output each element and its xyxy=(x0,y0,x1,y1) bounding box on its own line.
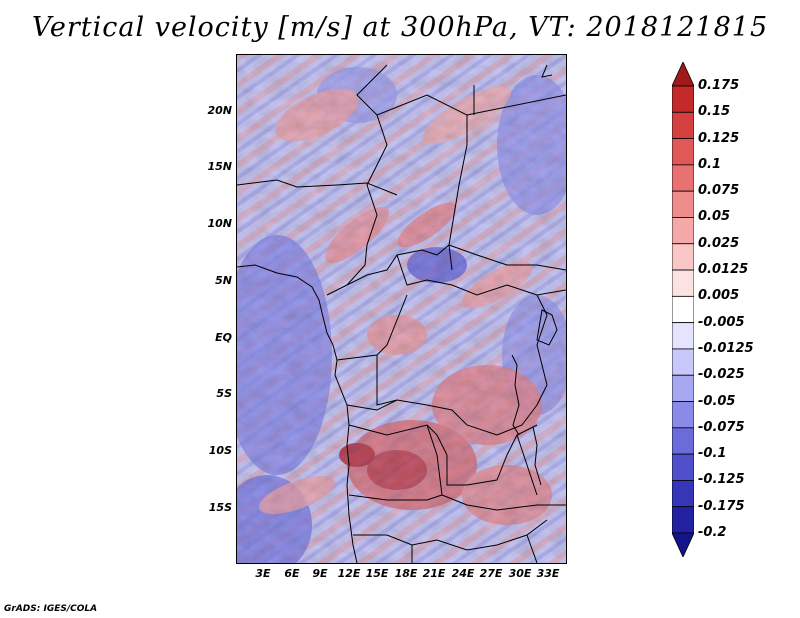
colorbar-tick-label: 0.05 xyxy=(698,209,731,225)
colorbar-tick-label: 0.025 xyxy=(698,235,740,251)
y-axis-label: 15N xyxy=(207,160,232,173)
velocity-field xyxy=(237,55,566,563)
colorbar-tick-label: -0.005 xyxy=(698,314,745,330)
colorbar-tick-label: 0.1 xyxy=(698,156,722,172)
colorbar xyxy=(672,62,694,557)
footer-credit: GrADS: IGES/COLA xyxy=(4,604,98,614)
colorbar-swatch xyxy=(672,269,694,297)
colorbar-swatch xyxy=(672,295,694,324)
x-axis-label: 15E xyxy=(365,567,389,580)
x-axis-label: 21E xyxy=(422,567,446,580)
y-axis-label: 5S xyxy=(216,387,232,400)
map-panel xyxy=(236,54,567,564)
y-axis-label: 5N xyxy=(215,274,232,287)
map-title: Vertical velocity [m/s] at 300hPa, VT: 2… xyxy=(31,12,769,43)
x-axis-label: 9E xyxy=(312,567,328,580)
colorbar-tick-label: -0.0125 xyxy=(698,340,754,356)
colorbar-tick-label: 0.005 xyxy=(698,288,740,304)
x-axis-label: 27E xyxy=(479,567,503,580)
colorbar-swatch xyxy=(672,164,694,192)
colorbar-swatch xyxy=(672,62,694,87)
colorbar-tick-label: -0.1 xyxy=(698,446,727,462)
colorbar-tick-label: -0.2 xyxy=(698,525,727,540)
y-axis-label: 10N xyxy=(207,217,232,230)
colorbar-swatch xyxy=(672,322,694,350)
colorbar-tick-label: -0.125 xyxy=(698,472,745,488)
colorbar-tick-label: 0.0125 xyxy=(698,262,749,278)
y-axis-label: 20N xyxy=(207,104,232,117)
x-axis-label: 30E xyxy=(508,567,532,580)
colorbar-tick-label: -0.175 xyxy=(698,498,745,514)
colorbar-swatch xyxy=(672,480,694,508)
colorbar-tick-label: -0.025 xyxy=(698,367,745,383)
colorbar-tick-label: 0.125 xyxy=(698,130,740,146)
colorbar-tick-label: -0.05 xyxy=(698,393,736,409)
colorbar-swatch xyxy=(672,401,694,429)
x-axis-label: 3E xyxy=(255,567,271,580)
colorbar-tick-label: -0.075 xyxy=(698,419,745,435)
colorbar-tick-label: 0.175 xyxy=(698,78,740,93)
colorbar-swatch xyxy=(672,374,694,402)
x-axis-label: 18E xyxy=(394,567,418,580)
y-axis-label: EQ xyxy=(215,331,232,344)
colorbar-swatch xyxy=(672,85,694,113)
colorbar-swatch xyxy=(672,138,694,166)
x-axis-label: 33E xyxy=(536,567,560,580)
colorbar-swatch xyxy=(672,111,694,139)
colorbar-swatch xyxy=(672,348,694,376)
x-axis-label: 12E xyxy=(337,567,361,580)
colorbar-tick-label: 0.075 xyxy=(698,183,740,199)
y-axis-label: 15S xyxy=(208,501,232,514)
colorbar-swatch xyxy=(672,190,694,218)
colorbar-swatch xyxy=(672,243,694,271)
colorbar-swatch xyxy=(672,453,694,481)
colorbar-tick-label: 0.15 xyxy=(698,104,731,120)
y-axis-label: 10S xyxy=(208,444,232,457)
colorbar-swatch xyxy=(672,506,694,534)
colorbar-swatch xyxy=(672,532,694,557)
x-axis-label: 6E xyxy=(284,567,300,580)
colorbar-swatch xyxy=(672,427,694,455)
political-borders xyxy=(237,64,566,563)
x-axis-label: 24E xyxy=(451,567,475,580)
colorbar-swatch xyxy=(672,217,694,245)
